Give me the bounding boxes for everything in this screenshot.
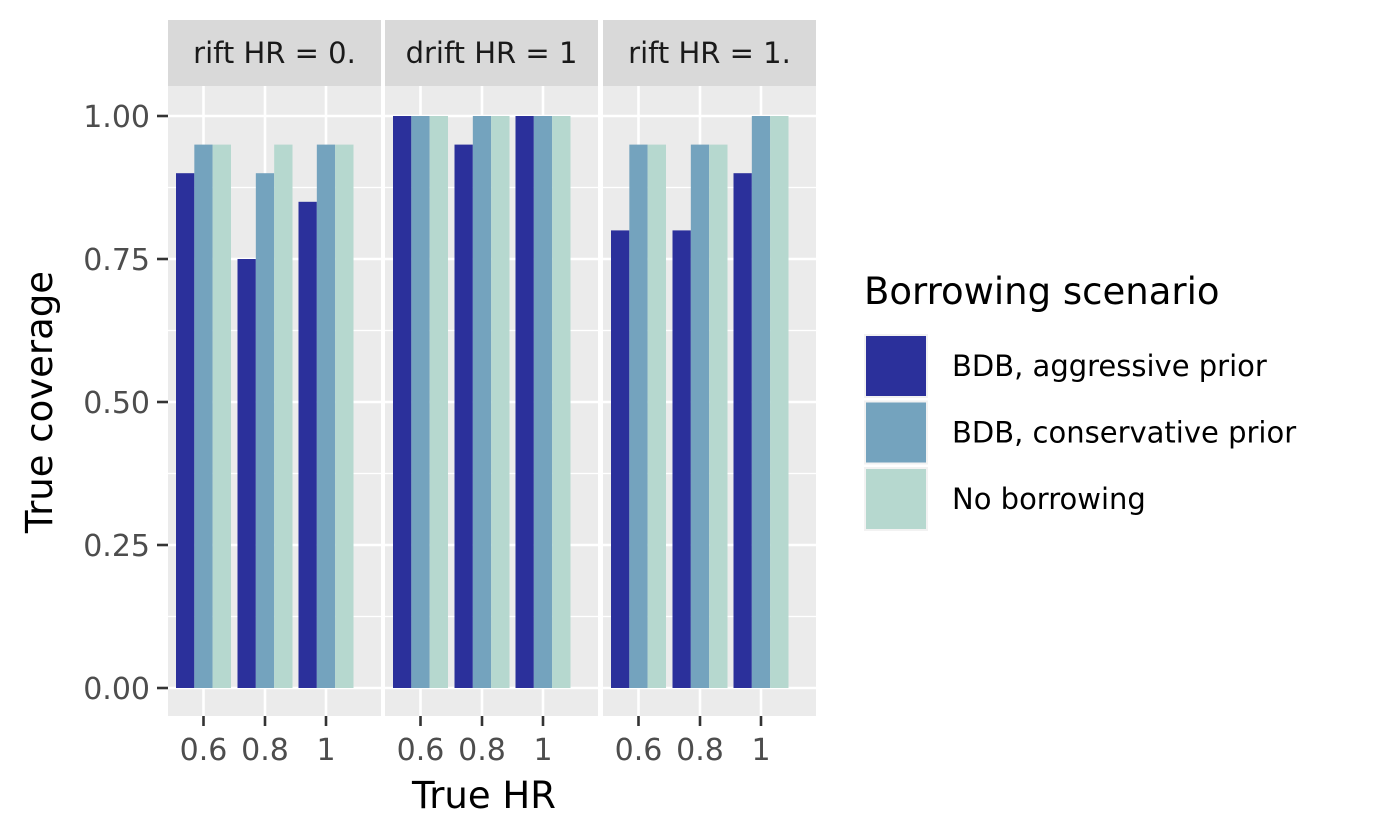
facet-strip-label: drift HR = 1 [406, 36, 578, 70]
bar [672, 230, 691, 688]
x-tick-label: 0.8 [458, 733, 506, 768]
bar [491, 116, 510, 688]
facet-strip [168, 20, 381, 86]
bar [629, 144, 648, 689]
bar [533, 116, 553, 688]
legend-title: Borrowing scenario [864, 270, 1220, 313]
y-tick-label: 0.50 [83, 386, 150, 421]
y-tick-label: 1.00 [83, 100, 150, 135]
bar [411, 116, 430, 688]
x-tick-label: 1 [533, 733, 552, 768]
bar [274, 144, 293, 689]
x-tick-label: 0.6 [397, 733, 445, 768]
bar [316, 144, 336, 689]
facet-strip [603, 20, 816, 86]
bar [515, 116, 534, 688]
y-axis: 0.00 0.25 0.50 0.75 1.00 [83, 100, 168, 707]
facet-panel: rift HR = 0. 0.6 0.8 1 [168, 20, 381, 768]
bar [690, 144, 710, 689]
bar [733, 173, 752, 688]
bar [298, 201, 317, 689]
bar [472, 116, 492, 688]
y-tick-label: 0.75 [83, 243, 150, 278]
legend-swatch [866, 336, 926, 396]
facet-strip [385, 20, 598, 86]
x-axis-title: True HR [411, 774, 556, 817]
bar [770, 116, 789, 688]
bar [611, 230, 630, 688]
bar [194, 144, 213, 689]
legend-label: No borrowing [952, 482, 1146, 516]
x-tick-label: 0.6 [615, 733, 663, 768]
facet-panel: rift HR = 1. 0.6 0.8 1 [603, 20, 816, 768]
bar [709, 144, 728, 689]
y-tick-label: 0.25 [83, 529, 150, 564]
bar [237, 259, 256, 688]
legend-label: BDB, aggressive prior [952, 349, 1267, 383]
bar [429, 116, 448, 688]
y-tick-label: 0.00 [83, 672, 150, 707]
facet-strip-label: rift HR = 1. [628, 36, 791, 70]
legend-label: BDB, conservative prior [952, 416, 1296, 450]
x-tick-label: 0.6 [180, 733, 228, 768]
facet-strip-label: rift HR = 0. [193, 36, 356, 70]
legend-swatch [866, 469, 926, 529]
bar [751, 116, 771, 688]
legend-swatch [866, 402, 926, 463]
bar [647, 144, 666, 689]
x-tick-label: 0.8 [676, 733, 724, 768]
bar [212, 144, 231, 689]
bar [454, 144, 473, 689]
x-tick-label: 1 [751, 733, 770, 768]
bar [552, 116, 571, 688]
legend: Borrowing scenario BDB, aggressive prior… [864, 270, 1296, 531]
x-tick-label: 0.8 [241, 733, 289, 768]
bar [176, 173, 195, 688]
x-tick-label: 1 [316, 733, 335, 768]
bar [255, 173, 275, 688]
bar [393, 116, 412, 688]
y-axis-title: True coverage [18, 271, 61, 534]
bar [335, 144, 354, 689]
facet-panel: drift HR = 1 0.6 0.8 1 [385, 20, 598, 768]
